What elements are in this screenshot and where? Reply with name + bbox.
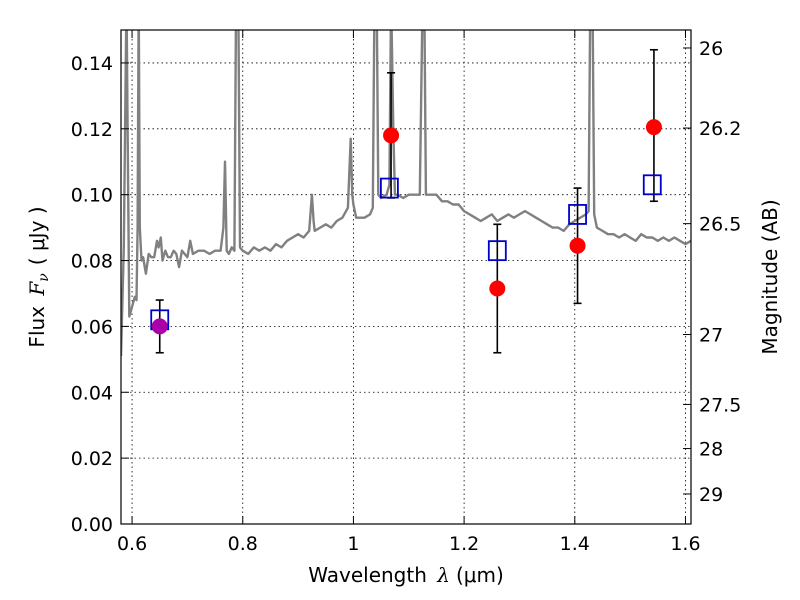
y-tick-label: 0.08 [71, 251, 113, 273]
y-tick-label: 0.14 [71, 53, 113, 75]
right-tick-label: 27 [699, 324, 723, 346]
y-tick-label: 0.00 [71, 514, 113, 536]
plot-background [121, 30, 691, 524]
right-tick-label: 26.2 [699, 118, 741, 140]
y-axis-right-label: Magnitude (AB) [758, 199, 782, 354]
y-tick-label: 0.12 [71, 119, 113, 141]
observed-point-marker [569, 237, 586, 254]
y-tick-label: 0.04 [71, 382, 113, 404]
right-tick-label: 28 [699, 439, 723, 461]
observed-point-marker [151, 318, 168, 335]
plot-content [121, 30, 691, 357]
x-tick-label: 0.6 [117, 533, 147, 555]
right-tick-label: 26.5 [699, 214, 741, 236]
right-tick-label: 26 [699, 38, 723, 60]
y-tick-label: 0.02 [71, 448, 113, 470]
x-tick-label: 1.6 [670, 533, 700, 555]
x-tick-label: 1 [347, 533, 359, 555]
x-tick-label: 0.8 [228, 533, 258, 555]
model-spectrum-line [121, 30, 691, 357]
observed-point-marker [383, 127, 400, 144]
plot-frame [120, 29, 692, 525]
y-tick-label: 0.10 [71, 185, 113, 207]
y-axis-label: Flux Fν( μJy ) [25, 206, 52, 347]
axis-ticks: 0.6 0.8 1 1.2 1.4 1.6 0.00 0.02 0.04 0.06 0.08 0.10… [71, 30, 741, 555]
x-tick-label: 1.4 [560, 533, 590, 555]
data-markers [150, 119, 662, 335]
model-square-marker [379, 177, 399, 199]
y-tick-label: 0.06 [71, 316, 113, 338]
observed-point-marker [489, 280, 506, 297]
observed-point-marker [645, 119, 662, 136]
x-axis-label: Wavelength λ (μm) [308, 563, 504, 587]
model-square-marker [642, 174, 662, 196]
x-tick-label: 1.2 [449, 533, 479, 555]
model-square-marker [487, 240, 507, 262]
right-tick-label: 27.5 [699, 394, 741, 416]
right-tick-label: 29 [699, 484, 723, 506]
model-square-marker [568, 204, 587, 225]
